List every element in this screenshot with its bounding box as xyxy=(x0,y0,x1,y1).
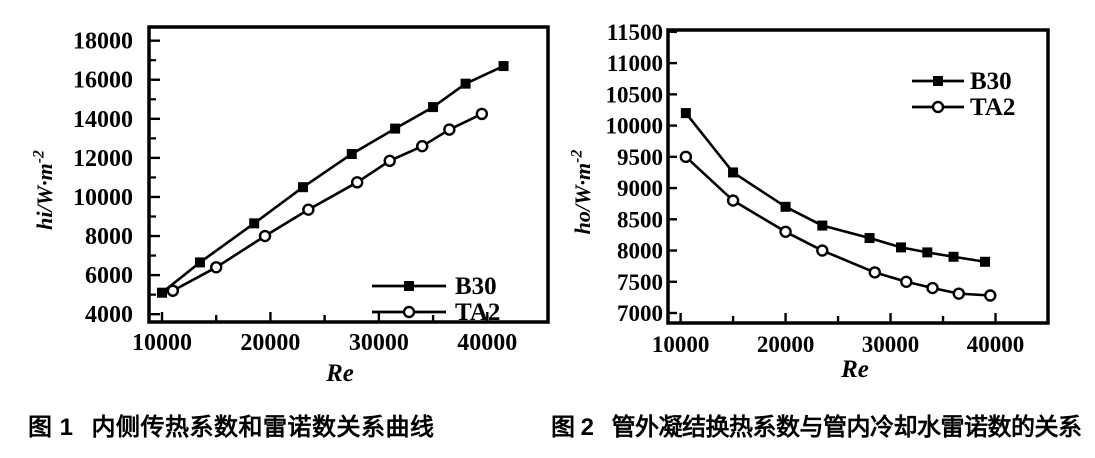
svg-text:11000: 11000 xyxy=(607,51,663,76)
svg-text:8000: 8000 xyxy=(85,224,133,250)
svg-text:ho/W·m-2: ho/W·m-2 xyxy=(569,150,595,235)
figure1-caption-text: 内侧传热系数和雷诺数关系曲线 xyxy=(91,414,435,441)
svg-text:30000: 30000 xyxy=(349,330,409,356)
svg-text:18000: 18000 xyxy=(73,29,133,55)
svg-text:9000: 9000 xyxy=(617,176,663,201)
svg-text:TA2: TA2 xyxy=(455,299,500,326)
svg-text:12000: 12000 xyxy=(73,146,133,172)
svg-text:6000: 6000 xyxy=(85,263,133,289)
svg-text:B30: B30 xyxy=(970,68,1012,95)
figure2-line-chart: 10000 20000 30000 40000 7000 7500 8000 8500 9000… xyxy=(569,20,1050,383)
svg-text:7000: 7000 xyxy=(617,301,663,326)
figure1-caption: 图 1 内侧传热系数和雷诺数关系曲线 xyxy=(28,407,435,442)
svg-text:4000: 4000 xyxy=(85,302,133,328)
svg-text:10000: 10000 xyxy=(132,330,192,356)
svg-text:9500: 9500 xyxy=(617,145,663,170)
svg-text:8500: 8500 xyxy=(617,207,663,232)
svg-text:Re: Re xyxy=(840,356,869,383)
svg-text:16000: 16000 xyxy=(73,68,133,94)
figure2-caption: 图 2 管外凝结换热系数与管内冷却水雷诺数的关系 xyxy=(551,407,1082,442)
svg-text:7500: 7500 xyxy=(617,270,663,295)
svg-text:8000: 8000 xyxy=(617,239,663,264)
svg-text:20000: 20000 xyxy=(240,330,300,356)
svg-text:30000: 30000 xyxy=(862,332,920,357)
svg-text:14000: 14000 xyxy=(73,107,133,133)
svg-text:10000: 10000 xyxy=(73,185,133,211)
svg-text:hi/W·m-2: hi/W·m-2 xyxy=(31,150,57,230)
svg-text:TA2: TA2 xyxy=(970,94,1015,121)
svg-text:B30: B30 xyxy=(455,273,497,300)
svg-text:10500: 10500 xyxy=(606,82,664,107)
svg-text:40000: 40000 xyxy=(457,330,517,356)
figure1-caption-label: 图 1 xyxy=(28,414,74,441)
figure2-caption-label: 图 2 xyxy=(551,414,594,441)
svg-text:10000: 10000 xyxy=(652,332,710,357)
svg-text:Re: Re xyxy=(325,360,354,387)
svg-text:20000: 20000 xyxy=(757,332,815,357)
svg-text:10000: 10000 xyxy=(606,114,664,139)
figure1-line-chart: 10000 20000 30000 40000 4000 6000 8000 10000 120… xyxy=(31,25,550,387)
svg-text:40000: 40000 xyxy=(967,332,1025,357)
svg-text:11500: 11500 xyxy=(607,20,663,45)
figure2-caption-text: 管外凝结换热系数与管内冷却水雷诺数的关系 xyxy=(611,414,1083,441)
